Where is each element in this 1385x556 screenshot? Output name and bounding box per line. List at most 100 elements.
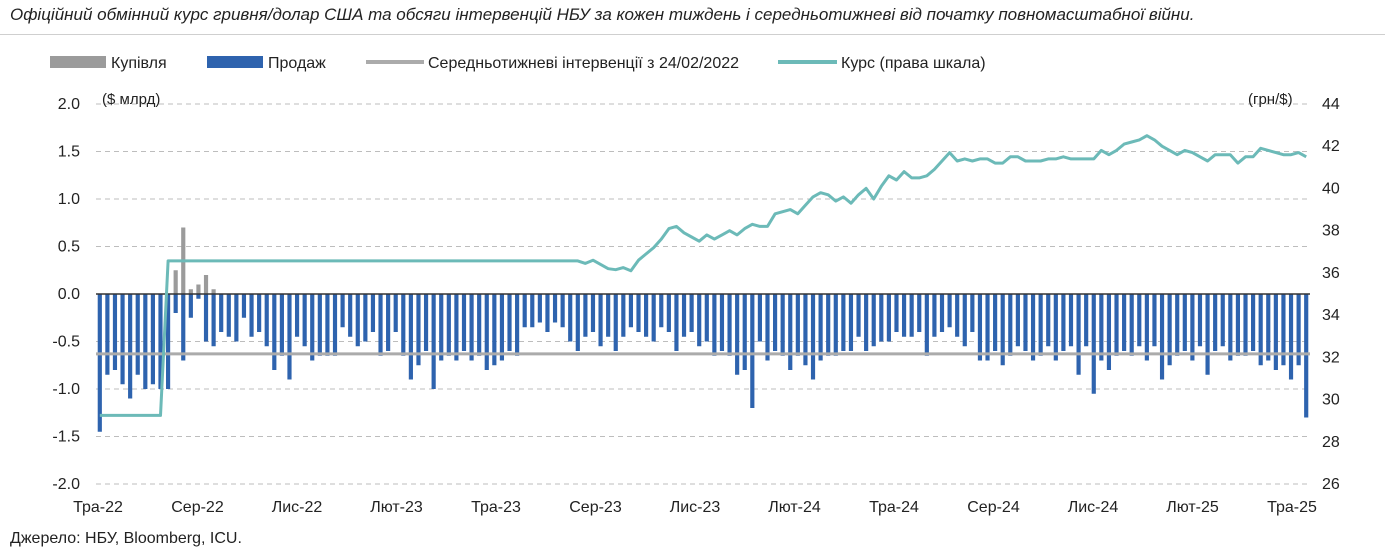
purchase-bar	[211, 289, 216, 294]
sale-bar	[1273, 294, 1278, 370]
sale-bar	[681, 294, 687, 337]
sale-bar	[492, 294, 497, 366]
sale-bar	[1068, 294, 1074, 347]
sale-bar	[355, 294, 360, 347]
sale-bar	[173, 294, 178, 313]
sale-bar	[234, 294, 239, 342]
sale-bar	[105, 294, 110, 375]
sale-bar	[674, 294, 679, 351]
sale-bar	[128, 294, 133, 399]
left-tick-label: -1.0	[52, 381, 80, 398]
sale-bar	[1304, 294, 1309, 418]
purchase-bar	[173, 270, 178, 294]
sale-bar	[765, 294, 770, 361]
sale-bar	[1015, 294, 1020, 347]
sale-bar	[772, 294, 778, 351]
sale-bar	[1243, 294, 1248, 356]
x-tick-label: Лют-23	[370, 499, 423, 516]
sale-bar	[1023, 294, 1028, 351]
sale-bar	[939, 294, 945, 332]
sale-bar	[719, 294, 725, 351]
sale-bar	[1235, 294, 1241, 356]
right-axis-label: (грн/$)	[1248, 91, 1293, 108]
left-tick-label: -0.5	[52, 334, 80, 351]
sale-bar	[848, 294, 854, 351]
sale-bar	[552, 294, 558, 323]
sale-bar	[423, 294, 429, 351]
sale-bar	[310, 294, 315, 361]
sale-bar	[431, 294, 436, 389]
sale-bar	[97, 294, 102, 432]
legend-average-label: Середньотижневі інтервенції з 24/02/2022	[428, 55, 739, 72]
sale-bar	[613, 294, 618, 351]
right-tick-label: 42	[1322, 138, 1340, 155]
right-tick-label: 38	[1322, 223, 1340, 240]
sale-bar	[439, 294, 444, 361]
sale-bar	[181, 294, 186, 361]
sale-bar	[1190, 294, 1195, 361]
left-tick-label: 1.0	[58, 191, 80, 208]
sale-bar	[530, 294, 535, 328]
sale-bar	[1061, 294, 1066, 351]
sale-bar	[226, 294, 231, 337]
sale-bar	[1114, 294, 1119, 356]
sale-bar	[955, 294, 960, 337]
sale-bar	[188, 294, 193, 318]
sale-bar	[332, 294, 338, 356]
right-tick-label: 36	[1322, 265, 1340, 282]
sale-bar	[841, 294, 846, 351]
sale-bar	[158, 294, 163, 389]
sale-bar	[909, 294, 914, 337]
left-tick-label: 0.5	[58, 239, 80, 256]
sale-bar	[150, 294, 155, 385]
x-tick-label: Сер-24	[967, 499, 1020, 516]
sale-bar	[302, 294, 307, 347]
sale-bar	[393, 294, 398, 332]
x-tick-label: Тра-22	[73, 499, 123, 516]
sale-bar	[211, 294, 216, 347]
x-tick-label: Лют-25	[1166, 499, 1219, 516]
sale-bar	[606, 294, 611, 337]
sale-bar	[985, 294, 990, 361]
sale-bar	[894, 294, 899, 332]
sale-bar	[621, 294, 626, 337]
sale-bar	[666, 294, 671, 332]
legend: Купівля Продаж Середньотижневі інтервенц…	[50, 55, 986, 72]
x-tick-label: Сер-23	[569, 499, 622, 516]
sale-bar	[203, 294, 209, 342]
sale-bar	[1137, 294, 1142, 347]
sale-bar	[1008, 294, 1013, 356]
sale-bar	[818, 294, 823, 361]
x-tick-label: Лис-24	[1068, 499, 1119, 516]
sale-bar	[477, 294, 482, 356]
purchase-bar	[203, 275, 209, 294]
left-tick-label: 2.0	[58, 96, 80, 113]
sale-bar	[165, 294, 171, 389]
chart-title: Офіційний обмінний курс гривня/долар США…	[10, 5, 1195, 24]
sale-bar	[962, 294, 967, 347]
sale-bar	[757, 294, 762, 342]
sale-bar	[924, 294, 929, 356]
sale-bar	[522, 294, 527, 328]
sale-bar	[317, 294, 322, 356]
sale-bar	[659, 294, 664, 328]
sale-bar	[257, 294, 262, 332]
sale-bar	[545, 294, 550, 332]
x-tick-label: Тра-23	[471, 499, 521, 516]
sale-bar	[833, 294, 838, 356]
sale-bar	[1228, 294, 1233, 361]
left-axis-label: ($ млрд)	[102, 91, 160, 108]
sale-bar	[1205, 294, 1210, 375]
sale-bar	[1175, 294, 1180, 356]
sale-bar	[264, 294, 269, 347]
purchase-bar	[196, 284, 201, 294]
sale-bar	[568, 294, 573, 342]
right-tick-label: 40	[1322, 180, 1340, 197]
sale-bar	[294, 294, 300, 337]
sale-bar	[810, 294, 816, 380]
intervention-bars	[96, 227, 1310, 432]
sale-bar	[1030, 294, 1036, 361]
sale-bar	[1182, 294, 1187, 351]
sale-bar	[864, 294, 869, 351]
right-tick-label: 32	[1322, 349, 1340, 366]
